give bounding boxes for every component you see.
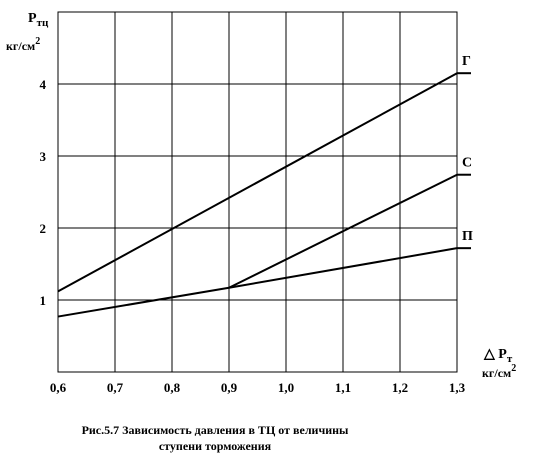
y-label-main: P — [28, 11, 37, 26]
y-tick-label: 4 — [40, 77, 47, 92]
caption-line: ступени торможения — [159, 439, 272, 453]
x-unit-main: кг/см — [482, 366, 511, 380]
series-line — [57, 72, 458, 293]
series-line — [228, 173, 458, 289]
y-tick-label: 1 — [40, 293, 47, 308]
y-axis-label: Pтц — [28, 11, 49, 29]
x-label-sub: т — [507, 353, 513, 365]
y-unit-sup: 2 — [35, 36, 40, 47]
plot-frame — [57, 11, 458, 373]
x-axis-unit: кг/см2 — [482, 363, 516, 380]
series-label: П — [462, 229, 473, 244]
x-tick-label: 1,3 — [449, 380, 466, 395]
y-tick-label: 3 — [40, 149, 47, 164]
x-tick-label: 1,2 — [392, 380, 408, 395]
x-tick-label: 0,8 — [164, 380, 181, 395]
x-label-main: △ P — [483, 347, 507, 362]
x-tick-label: 0,9 — [221, 380, 238, 395]
series-label: Г — [462, 54, 471, 69]
caption-line: Рис.5.7 Зависимость давления в ТЦ от вел… — [82, 423, 349, 437]
y-unit-main: кг/см — [6, 39, 35, 53]
x-unit-sup: 2 — [511, 363, 516, 374]
y-tick-label: 2 — [40, 221, 47, 236]
x-tick-label: 0,6 — [50, 380, 67, 395]
series-label: С — [462, 156, 472, 171]
x-tick-label: 1,1 — [335, 380, 351, 395]
series-line — [57, 247, 458, 318]
y-label-sub: тц — [37, 17, 49, 29]
x-tick-label: 0,7 — [107, 380, 124, 395]
x-axis-label: △ Pт — [483, 347, 513, 365]
y-axis-unit: кг/см2 — [6, 36, 40, 53]
x-tick-label: 1,0 — [278, 380, 294, 395]
